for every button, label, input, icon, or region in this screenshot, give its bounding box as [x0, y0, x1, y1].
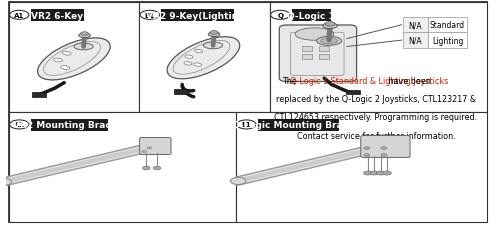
Circle shape: [376, 171, 385, 175]
Text: Q-Logic Mounting Bracket: Q-Logic Mounting Bracket: [232, 121, 364, 130]
Bar: [236, 112, 487, 222]
Text: VR2 9-Key(Lighting): VR2 9-Key(Lighting): [146, 12, 249, 21]
Circle shape: [382, 171, 392, 175]
Ellipse shape: [316, 37, 342, 46]
Ellipse shape: [185, 56, 193, 59]
Circle shape: [364, 147, 370, 150]
Text: N/A: N/A: [408, 21, 422, 30]
Bar: [292, 10, 331, 22]
Circle shape: [270, 11, 290, 20]
Text: VR2 Mounting Bracket: VR2 Mounting Bracket: [12, 121, 126, 130]
Ellipse shape: [54, 59, 62, 63]
Ellipse shape: [38, 39, 110, 81]
Ellipse shape: [74, 44, 93, 51]
Ellipse shape: [62, 52, 71, 56]
Bar: [258, 119, 339, 131]
Ellipse shape: [320, 39, 338, 44]
Ellipse shape: [184, 63, 192, 66]
Ellipse shape: [295, 29, 334, 41]
Circle shape: [381, 154, 387, 157]
Text: B1: B1: [144, 13, 155, 19]
Circle shape: [10, 120, 29, 129]
Circle shape: [364, 154, 370, 157]
Circle shape: [142, 151, 146, 153]
Bar: [302, 55, 312, 60]
Bar: [270, 3, 487, 112]
Bar: [320, 55, 329, 60]
Text: E1: E1: [242, 122, 251, 128]
Text: Lighting: Lighting: [432, 36, 463, 45]
Bar: [139, 3, 270, 112]
Text: VR2 6-Key: VR2 6-Key: [32, 12, 84, 21]
Circle shape: [237, 120, 256, 129]
Bar: [174, 90, 188, 94]
Bar: [428, 33, 468, 49]
Bar: [31, 119, 108, 131]
Ellipse shape: [194, 50, 202, 53]
Text: CTL124653 respectively. Programming is required.: CTL124653 respectively. Programming is r…: [274, 113, 478, 122]
Text: Q-Logic 1: Q-Logic 1: [288, 12, 335, 21]
Bar: [428, 18, 468, 33]
Circle shape: [147, 147, 152, 149]
Circle shape: [153, 166, 161, 170]
Text: N/A: N/A: [408, 36, 422, 45]
Text: replaced by the Q-Logic 2 Joysticks, CTL123217 &: replaced by the Q-Logic 2 Joysticks, CTL…: [276, 95, 476, 104]
Circle shape: [0, 178, 12, 186]
Text: The: The: [282, 76, 299, 86]
Bar: [8, 3, 139, 112]
Text: A1: A1: [14, 13, 24, 19]
Bar: [8, 112, 236, 222]
Ellipse shape: [194, 64, 202, 67]
Circle shape: [370, 171, 378, 175]
Bar: [346, 90, 360, 95]
Bar: [32, 93, 46, 97]
Ellipse shape: [78, 34, 90, 38]
Bar: [402, 18, 427, 33]
Bar: [320, 47, 329, 52]
Circle shape: [230, 178, 246, 185]
Circle shape: [142, 166, 150, 170]
Text: Contact service for further information.: Contact service for further information.: [296, 131, 455, 140]
Text: C1: C1: [14, 122, 24, 128]
Circle shape: [80, 33, 88, 36]
Text: Q-Logic 1 Standard & Lighting Joysticks: Q-Logic 1 Standard & Lighting Joysticks: [290, 76, 448, 86]
Circle shape: [325, 22, 335, 27]
FancyBboxPatch shape: [361, 136, 410, 158]
Ellipse shape: [208, 33, 220, 37]
Ellipse shape: [60, 66, 70, 70]
Text: Q: Q: [277, 13, 283, 19]
Ellipse shape: [167, 38, 240, 79]
Circle shape: [364, 171, 372, 175]
Bar: [31, 10, 84, 22]
Circle shape: [210, 32, 218, 35]
Bar: [302, 47, 312, 52]
FancyBboxPatch shape: [140, 138, 171, 155]
Circle shape: [10, 11, 29, 20]
Ellipse shape: [204, 43, 223, 50]
Text: have been: have been: [386, 76, 431, 86]
Bar: [402, 33, 427, 49]
Bar: [162, 10, 234, 22]
Ellipse shape: [323, 24, 338, 29]
FancyBboxPatch shape: [280, 26, 356, 82]
Circle shape: [381, 147, 387, 150]
Text: Standard: Standard: [430, 21, 465, 30]
Circle shape: [140, 11, 160, 20]
